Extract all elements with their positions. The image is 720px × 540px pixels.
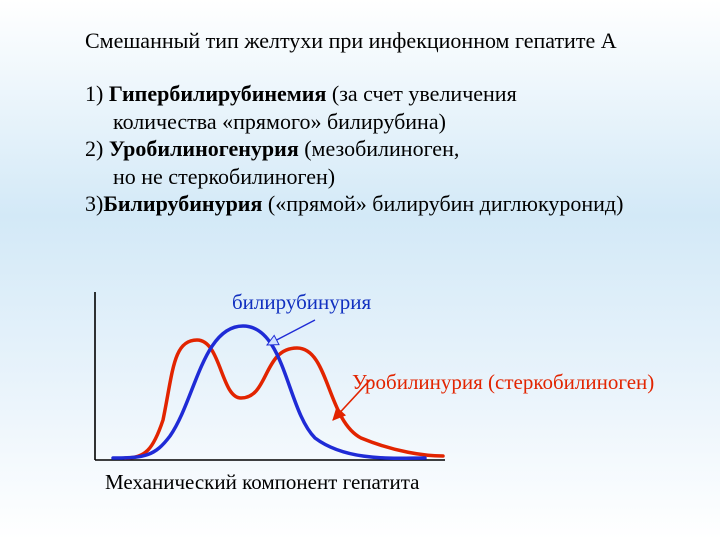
list-term: Билирубинурия xyxy=(103,191,268,216)
symptom-list: 1) Гипербилирубинемия (за счет увеличени… xyxy=(85,80,623,218)
slide: Смешанный тип желтухи при инфекционном г… xyxy=(0,0,720,540)
list-marker: 1) xyxy=(85,81,103,106)
slide-title: Смешанный тип желтухи при инфекционном г… xyxy=(85,28,617,54)
list-desc: (мезобилиноген, xyxy=(304,136,459,161)
list-desc: («прямой» билирубин диглюкуронид) xyxy=(268,191,624,216)
list-term: Гипербилирубинемия xyxy=(103,81,332,106)
list-term: Уробилиногенурия xyxy=(103,136,304,161)
list-marker: 3) xyxy=(85,191,103,216)
list-marker: 2) xyxy=(85,136,103,161)
chart-svg xyxy=(65,280,505,500)
list-item: 3)Билирубинурия («прямой» билирубин дигл… xyxy=(85,190,623,218)
chart xyxy=(65,280,505,500)
list-item: 2) Уробилиногенурия (мезобилиноген, но н… xyxy=(85,135,623,190)
list-desc: (за счет увеличения xyxy=(332,81,517,106)
list-item: 1) Гипербилирубинемия (за счет увеличени… xyxy=(85,80,623,135)
list-desc-cont: но не стеркобилиноген) xyxy=(85,163,623,191)
list-desc-cont: количества «прямого» билирубина) xyxy=(85,108,623,136)
